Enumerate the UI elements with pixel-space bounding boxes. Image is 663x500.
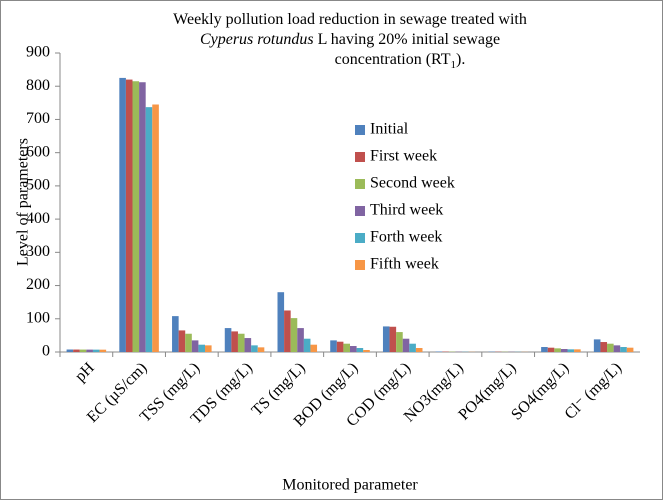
y-tick-label: 500	[26, 177, 50, 194]
y-tick-label: 900	[26, 44, 50, 61]
bar	[145, 107, 153, 352]
bar	[389, 326, 397, 352]
bar	[310, 344, 318, 352]
bar	[626, 347, 634, 352]
legend-label: Fifth week	[370, 256, 439, 273]
bar	[554, 348, 561, 352]
bar	[336, 341, 344, 352]
y-tick-label: 0	[42, 343, 50, 360]
bar	[356, 348, 364, 352]
bar	[152, 104, 159, 352]
bar	[139, 82, 146, 352]
legend-label: Forth week	[370, 229, 442, 246]
bar	[224, 328, 232, 352]
bar	[290, 318, 298, 352]
bar	[297, 328, 304, 352]
bar	[251, 345, 258, 352]
bar	[415, 348, 423, 352]
bar	[343, 343, 350, 352]
bar	[382, 326, 390, 352]
bar	[567, 349, 575, 352]
bar	[284, 310, 291, 352]
bar	[607, 343, 614, 352]
bar	[237, 333, 245, 352]
y-tick-label: 200	[26, 276, 50, 293]
legend-swatch	[355, 260, 365, 270]
bar	[620, 347, 627, 352]
y-tick-label: 100	[26, 309, 50, 326]
bar	[99, 349, 107, 352]
title-line: Weekly pollution load reduction in sewag…	[173, 11, 527, 28]
bar	[185, 333, 192, 352]
bar	[79, 349, 87, 352]
title-line: ).	[456, 51, 465, 68]
bar	[613, 345, 621, 352]
bar	[303, 338, 311, 352]
bar	[198, 344, 205, 352]
legend-swatch	[355, 125, 365, 135]
legend-label: Third week	[370, 202, 443, 219]
bar	[409, 343, 416, 352]
bar	[92, 349, 100, 352]
bar	[396, 332, 403, 352]
bar	[86, 349, 93, 352]
legend-swatch	[355, 206, 365, 216]
bar	[593, 339, 601, 352]
bar	[330, 340, 337, 352]
x-axis-label: Monitored parameter	[282, 477, 418, 494]
legend-swatch	[355, 233, 365, 243]
bar	[363, 350, 370, 352]
bar	[132, 81, 140, 352]
y-tick-label: 600	[26, 143, 50, 160]
legend-label: First week	[370, 148, 437, 165]
bar	[350, 346, 357, 352]
legend-label: Second week	[370, 175, 455, 192]
y-tick-label: 800	[26, 77, 50, 94]
bar	[66, 349, 74, 352]
legend-swatch	[355, 152, 365, 162]
bar	[600, 342, 608, 352]
legend-swatch	[355, 179, 365, 189]
bar	[244, 338, 252, 352]
bar	[257, 347, 265, 352]
title-species: Cyperus rotundus	[200, 31, 314, 48]
bar	[541, 347, 548, 352]
title-subscript: 1	[451, 59, 457, 71]
chart-title: Weekly pollution load reduction in sewag…	[173, 11, 527, 71]
y-tick-label: 300	[26, 243, 50, 260]
bar	[178, 330, 186, 352]
bar	[205, 345, 212, 352]
legend-label: Initial	[370, 121, 409, 138]
bar	[277, 292, 285, 352]
y-tick-label: 700	[26, 110, 50, 127]
bar	[547, 347, 555, 352]
bar	[125, 79, 133, 353]
bar	[119, 77, 126, 353]
bar	[191, 340, 199, 352]
y-axis-label: Level of parameters	[15, 138, 32, 266]
title-line: concentration (RT	[335, 51, 451, 68]
title-line: L having 20% initial sewage	[314, 31, 500, 48]
y-tick-label: 400	[26, 210, 50, 227]
bar	[73, 349, 80, 352]
bar	[231, 331, 238, 352]
bar	[402, 338, 410, 352]
bar	[172, 316, 179, 352]
bar	[560, 349, 568, 352]
bar	[574, 349, 581, 352]
